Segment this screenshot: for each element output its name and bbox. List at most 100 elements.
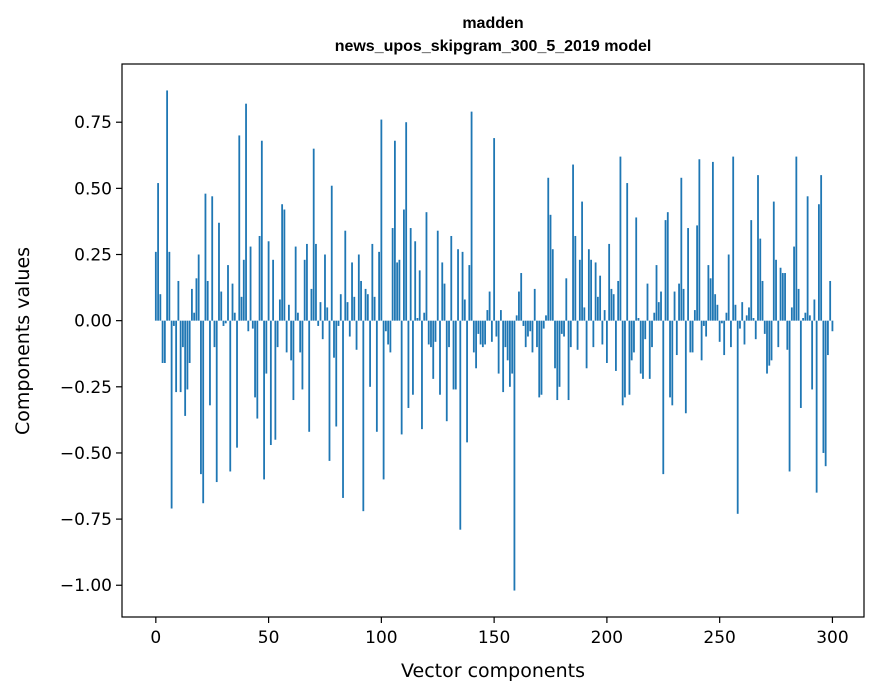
bar-115 [414,241,417,321]
bar-283 [793,246,795,321]
bar-248 [714,294,717,321]
bar-131 [450,235,453,321]
bar-295 [820,175,823,321]
bar-285 [797,288,800,321]
bar-228 [669,320,671,398]
bar-73 [319,302,322,321]
bar-32 [227,265,229,321]
y-tick-label: −0.25 [60,378,112,398]
bar-35 [233,312,236,321]
bar-138 [466,320,468,443]
bar-255 [730,320,732,348]
bar-83 [342,320,344,498]
bar-34 [231,283,234,321]
bar-229 [671,320,674,406]
bar-132 [452,320,455,390]
bar-105 [391,228,394,321]
bar-272 [768,320,771,366]
bar-66 [303,259,306,321]
bar-70 [312,148,315,321]
bar-208 [624,320,626,398]
bar-96 [371,243,374,321]
bar-46 [258,235,261,321]
bar-9 [175,320,178,393]
bar-100 [380,119,383,321]
bar-133 [454,320,457,390]
bar-65 [301,320,304,390]
bar-69 [310,288,313,321]
bar-92 [362,320,365,512]
bar-28 [218,222,220,321]
bar-154 [502,320,505,393]
y-tick-label: 0.00 [74,312,112,332]
bar-213 [635,217,638,321]
bar-202 [610,288,613,321]
bar-237 [689,320,692,353]
bar-125 [436,230,439,321]
bar-223 [657,302,660,321]
bar-244 [705,320,708,337]
bar-144 [479,320,482,345]
bar-117 [418,270,421,321]
bar-76 [326,307,329,321]
bar-162 [520,273,523,321]
bar-200 [605,320,608,363]
bar-271 [766,320,768,374]
y-tick-label: −0.75 [60,510,112,530]
bar-143 [477,320,480,334]
bar-194 [592,320,595,348]
bar-254 [727,254,730,321]
bar-36 [236,320,238,448]
bar-198 [601,320,604,345]
bar-252 [723,320,726,356]
bar-210 [628,320,631,395]
bar-120 [425,212,428,321]
bar-79 [333,320,335,358]
bar-294 [817,204,820,321]
bar-238 [691,320,694,353]
bar-221 [653,312,656,321]
bar-159 [513,320,516,591]
bar-164 [524,320,527,348]
bar-153 [499,310,502,321]
bar-86 [348,320,351,337]
bar-180 [560,320,563,334]
y-tick-label: −1.00 [60,576,112,596]
bar-239 [693,310,696,321]
bar-140 [470,111,473,321]
bar-98 [375,320,378,432]
bar-137 [463,299,466,321]
chart-subtitle: news_upos_skipgram_300_5_2019 model [335,38,652,55]
bar-67 [306,243,308,321]
bar-52 [272,259,275,321]
x-tick-label: 250 [703,628,735,648]
bar-57 [283,209,286,321]
bar-61 [292,320,295,401]
bar-110 [403,209,405,321]
bar-128 [443,283,446,321]
bar-37 [238,135,241,321]
bar-12 [181,320,184,348]
bar-175 [549,214,552,321]
bar-71 [315,243,317,321]
bar-23 [206,280,209,321]
bar-177 [554,320,556,369]
bar-274 [772,201,775,321]
bar-148 [488,291,491,321]
bar-93 [364,288,367,321]
bar-261 [743,320,746,345]
bar-15 [188,320,191,363]
bar-250 [718,320,721,342]
x-tick-label: 50 [258,628,280,648]
bar-151 [495,320,498,337]
bar-54 [276,320,279,348]
bar-199 [603,310,606,321]
bar-97 [373,296,376,321]
bar-121 [427,320,430,345]
bar-264 [750,220,753,321]
bar-276 [777,320,780,348]
y-axis-label: Components values [12,247,34,435]
bar-236 [687,228,689,321]
bar-214 [637,318,640,321]
bar-39 [242,259,245,321]
